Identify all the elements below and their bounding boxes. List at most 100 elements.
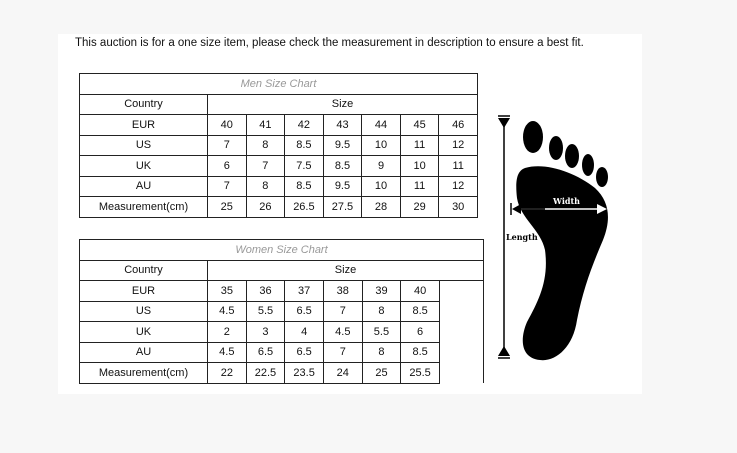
men-size-cell: 26.5	[284, 196, 324, 218]
women-size-cell: 8	[361, 341, 402, 363]
men-row-au: AU 7 8 8.5 9.5 10 11 12	[79, 175, 478, 197]
men-size-chart: Men Size Chart Country Size EUR 40 41 42 43 4…	[79, 73, 478, 218]
women-size-cell: 24	[322, 362, 363, 384]
men-size-cell: 44	[361, 114, 401, 136]
women-size-cell: 22.5	[245, 362, 286, 384]
men-size-cell: 11	[438, 155, 478, 177]
men-size-cell: 12	[438, 175, 478, 197]
width-label: Width	[552, 196, 580, 206]
women-row-measurementcm: Measurement(cm) 22 22.5 23.5 24 25 25.5	[79, 362, 484, 384]
men-row-label: Measurement(cm)	[79, 196, 208, 218]
women-size-cell: 6.5	[284, 341, 324, 363]
women-size-cell: 2	[207, 321, 247, 343]
men-row-eur: EUR 40 41 42 43 44 45 46	[79, 114, 478, 136]
women-size-cell: 7	[322, 300, 363, 322]
men-size-header: Size	[207, 93, 478, 115]
men-size-cell: 8	[245, 134, 286, 156]
empty-cell	[438, 280, 485, 383]
women-row-us: US 4.5 5.5 6.5 7 8 8.5	[79, 300, 484, 322]
men-size-cell: 6	[207, 155, 247, 177]
women-row-au: AU 4.5 6.5 6.5 7 8 8.5	[79, 341, 484, 363]
men-size-cell: 25	[207, 196, 247, 218]
men-size-cell: 46	[438, 114, 478, 136]
footprint-icon	[516, 121, 608, 361]
women-size-cell: 8.5	[400, 300, 440, 322]
women-size-cell: 35	[207, 280, 247, 302]
women-size-cell: 3	[245, 321, 286, 343]
men-size-cell: 45	[399, 114, 440, 136]
men-country-header: Country	[79, 93, 208, 115]
men-row-measurementcm: Measurement(cm) 25 26 26.5 27.5 28 29 30	[79, 196, 478, 218]
women-size-cell: 5.5	[245, 300, 286, 322]
women-size-cell: 6.5	[284, 300, 324, 322]
men-size-cell: 41	[245, 114, 286, 136]
foot-diagram: Width Length	[498, 115, 608, 361]
men-size-cell: 12	[438, 134, 478, 156]
notice-text: This auction is for a one size item, ple…	[75, 37, 584, 49]
women-size-header: Size	[207, 259, 484, 281]
women-size-cell: 23.5	[284, 362, 324, 384]
women-size-cell: 25.5	[400, 362, 440, 384]
women-size-cell: 25	[361, 362, 402, 384]
men-row-label: EUR	[79, 114, 208, 136]
women-size-cell: 39	[361, 280, 402, 302]
men-size-cell: 9	[361, 155, 401, 177]
men-size-cell: 9.5	[322, 134, 363, 156]
women-size-cell: 4	[284, 321, 324, 343]
men-size-cell: 42	[284, 114, 324, 136]
men-size-cell: 30	[438, 196, 478, 218]
men-size-cell: 7	[207, 134, 247, 156]
length-label: Length	[506, 232, 538, 242]
women-row-label: UK	[79, 321, 208, 343]
men-size-cell: 9.5	[322, 175, 363, 197]
men-size-cell: 28	[361, 196, 401, 218]
men-size-cell: 43	[322, 114, 363, 136]
men-size-cell: 7	[207, 175, 247, 197]
women-row-label: US	[79, 300, 208, 322]
women-size-cell: 4.5	[322, 321, 363, 343]
men-size-cell: 8	[245, 175, 286, 197]
women-row-label: Measurement(cm)	[79, 362, 208, 384]
women-chart-title: Women Size Chart	[79, 239, 484, 261]
women-size-cell: 4.5	[207, 300, 247, 322]
men-size-cell: 8.5	[284, 134, 324, 156]
men-size-cell: 29	[399, 196, 440, 218]
men-size-cell: 8.5	[284, 175, 324, 197]
men-row-us: US 7 8 8.5 9.5 10 11 12	[79, 134, 478, 156]
men-size-cell: 10	[361, 134, 401, 156]
women-size-cell: 40	[400, 280, 440, 302]
women-size-cell: 6.5	[245, 341, 286, 363]
women-size-cell: 36	[245, 280, 286, 302]
women-row-uk: UK 2 3 4 4.5 5.5 6	[79, 321, 484, 343]
women-country-header: Country	[79, 259, 208, 281]
men-size-cell: 11	[399, 134, 440, 156]
women-size-chart: Women Size Chart Country Size EUR 35 36 37 3…	[79, 239, 485, 384]
men-row-label: AU	[79, 175, 208, 197]
length-arrow-icon	[498, 115, 510, 359]
men-size-cell: 40	[207, 114, 247, 136]
women-row-label: EUR	[79, 280, 208, 302]
men-size-cell: 11	[399, 175, 440, 197]
women-size-cell: 7	[322, 341, 363, 363]
men-size-cell: 7.5	[284, 155, 324, 177]
men-size-cell: 7	[245, 155, 286, 177]
women-size-cell: 8.5	[400, 341, 440, 363]
women-size-cell: 22	[207, 362, 247, 384]
men-size-cell: 10	[399, 155, 440, 177]
width-arrow-icon	[510, 203, 607, 215]
women-size-cell: 4.5	[207, 341, 247, 363]
men-row-uk: UK 6 7 7.5 8.5 9 10 11	[79, 155, 478, 177]
men-row-label: UK	[79, 155, 208, 177]
men-row-label: US	[79, 134, 208, 156]
women-size-cell: 38	[322, 280, 363, 302]
men-size-cell: 26	[245, 196, 286, 218]
men-size-cell: 8.5	[322, 155, 363, 177]
men-size-cell: 10	[361, 175, 401, 197]
women-size-cell: 5.5	[361, 321, 402, 343]
women-row-label: AU	[79, 341, 208, 363]
women-size-cell: 8	[361, 300, 402, 322]
women-row-eur: EUR 35 36 37 38 39 40	[79, 280, 485, 383]
men-chart-title: Men Size Chart	[79, 73, 478, 95]
women-size-cell: 6	[400, 321, 440, 343]
women-size-cell: 37	[284, 280, 324, 302]
